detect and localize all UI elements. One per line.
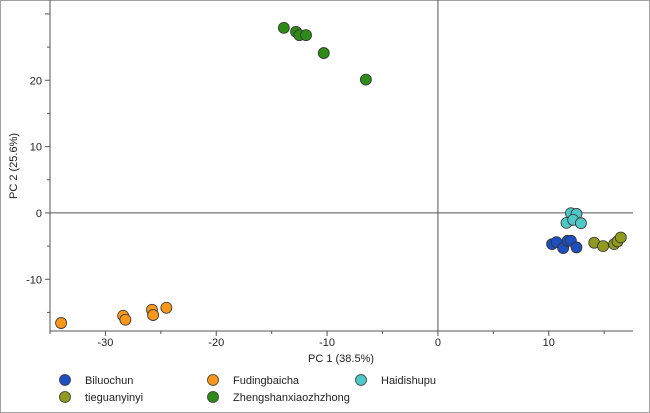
data-point: [277, 21, 290, 34]
legend-marker: [207, 391, 219, 403]
legend-marker: [207, 374, 219, 386]
legend-label: tieguanyinyi: [85, 392, 143, 404]
legend-label: Zhengshanxiaozhzhong: [233, 392, 350, 404]
data-point: [614, 231, 627, 244]
legend-item: Zhengshanxiaozhzhong: [207, 391, 350, 404]
x-tick-label: 0: [435, 337, 441, 349]
data-point: [597, 240, 609, 252]
y-axis-label: PC 2 (25.6%): [8, 133, 20, 199]
x-tick-label: -30: [97, 337, 113, 349]
data-point: [119, 313, 132, 326]
x-axis-label: PC 1 (38.5%): [308, 353, 374, 365]
legend-marker: [59, 374, 71, 386]
legend-label: Fudingbaicha: [233, 375, 300, 387]
legend-item: Haidishupu: [355, 374, 436, 387]
legend-item: tieguanyinyi: [59, 391, 143, 404]
data-point: [55, 317, 67, 329]
data-point: [317, 47, 330, 59]
data-point: [160, 301, 173, 314]
data-point: [300, 29, 312, 42]
data-point: [359, 73, 372, 86]
data-point: [575, 217, 587, 230]
legend-marker: [355, 374, 367, 386]
y-tick-label: -10: [26, 274, 42, 286]
y-tick-label: 20: [30, 75, 42, 87]
x-tick-label: -10: [319, 337, 335, 349]
data-point: [570, 241, 583, 254]
y-tick-label: 0: [36, 208, 42, 220]
legend-label: Haidishupu: [381, 375, 436, 387]
legend-item: Fudingbaicha: [207, 374, 300, 387]
legend-item: Biluochun: [59, 374, 133, 387]
x-tick-label: -20: [208, 337, 224, 349]
x-tick-label: 10: [543, 337, 555, 349]
legend-label: Biluochun: [85, 375, 133, 387]
legend-marker: [59, 391, 71, 403]
data-point: [147, 309, 159, 321]
y-tick-label: 10: [30, 142, 42, 154]
